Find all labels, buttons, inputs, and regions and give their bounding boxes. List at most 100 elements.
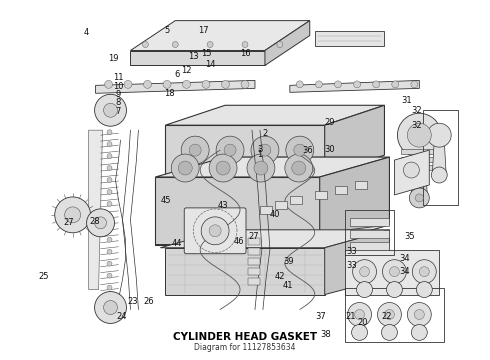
Circle shape: [107, 177, 112, 183]
Polygon shape: [155, 225, 390, 245]
Circle shape: [181, 136, 209, 164]
Circle shape: [183, 80, 191, 88]
Circle shape: [107, 213, 112, 219]
Circle shape: [254, 161, 268, 175]
Circle shape: [207, 41, 213, 48]
Circle shape: [65, 207, 81, 223]
Circle shape: [377, 302, 401, 327]
Text: 10: 10: [113, 82, 123, 91]
Bar: [248, 258, 260, 265]
Polygon shape: [319, 157, 390, 245]
Text: 39: 39: [284, 257, 294, 266]
Circle shape: [224, 144, 236, 156]
Circle shape: [355, 310, 365, 319]
Circle shape: [103, 103, 118, 117]
Circle shape: [306, 166, 314, 174]
Polygon shape: [432, 140, 446, 175]
Bar: [349, 242, 390, 250]
Circle shape: [242, 41, 248, 48]
Text: 18: 18: [164, 89, 174, 98]
Text: 43: 43: [218, 201, 228, 210]
Polygon shape: [325, 105, 385, 175]
Text: 7: 7: [116, 107, 121, 116]
Circle shape: [390, 267, 399, 276]
Polygon shape: [160, 230, 390, 248]
Circle shape: [241, 80, 249, 88]
Text: 4: 4: [84, 28, 89, 37]
Bar: [349, 218, 390, 226]
Bar: [349, 230, 390, 238]
Bar: [335, 186, 346, 194]
Text: 45: 45: [161, 196, 171, 205]
Circle shape: [107, 273, 112, 278]
Circle shape: [247, 154, 275, 182]
Bar: [290, 196, 302, 204]
Circle shape: [353, 260, 376, 284]
Circle shape: [373, 81, 380, 88]
Circle shape: [354, 81, 361, 88]
Circle shape: [104, 80, 113, 88]
Text: 26: 26: [143, 297, 154, 306]
Bar: [275, 201, 287, 209]
Circle shape: [416, 282, 432, 298]
Text: 37: 37: [315, 312, 326, 321]
Circle shape: [347, 302, 371, 327]
Text: 16: 16: [240, 49, 250, 58]
Circle shape: [259, 144, 271, 156]
Circle shape: [357, 282, 372, 298]
Text: 25: 25: [39, 272, 49, 281]
Circle shape: [172, 154, 199, 182]
Circle shape: [107, 249, 112, 254]
Polygon shape: [344, 250, 439, 294]
FancyBboxPatch shape: [184, 208, 246, 254]
Text: 33: 33: [346, 261, 357, 270]
Text: 44: 44: [172, 239, 182, 248]
Circle shape: [216, 161, 230, 175]
Text: 32: 32: [412, 121, 422, 130]
Text: 15: 15: [201, 49, 211, 58]
Text: 34: 34: [400, 255, 411, 264]
Circle shape: [416, 194, 423, 202]
Circle shape: [411, 81, 418, 88]
Polygon shape: [315, 31, 385, 45]
Polygon shape: [165, 105, 385, 125]
Circle shape: [107, 141, 112, 147]
Circle shape: [277, 41, 283, 48]
Circle shape: [392, 81, 399, 88]
Text: 27: 27: [248, 232, 259, 241]
Circle shape: [107, 154, 112, 159]
Bar: [248, 238, 260, 245]
Circle shape: [292, 161, 306, 175]
Circle shape: [107, 237, 112, 242]
Circle shape: [201, 217, 229, 245]
Text: 23: 23: [127, 297, 138, 306]
Text: 20: 20: [357, 318, 368, 327]
Circle shape: [352, 324, 368, 340]
Circle shape: [216, 136, 244, 164]
Circle shape: [107, 297, 112, 302]
Polygon shape: [394, 150, 429, 195]
Circle shape: [407, 123, 431, 147]
Text: 41: 41: [283, 281, 293, 290]
Polygon shape: [290, 80, 419, 92]
Polygon shape: [265, 21, 310, 66]
Text: 14: 14: [206, 60, 216, 69]
Text: 17: 17: [198, 26, 209, 35]
Bar: [401, 165, 437, 170]
Text: Diagram for 11127853634: Diagram for 11127853634: [194, 343, 296, 352]
Text: 29: 29: [325, 118, 335, 127]
Circle shape: [55, 197, 91, 233]
Circle shape: [124, 80, 132, 88]
Text: 42: 42: [275, 271, 285, 280]
Circle shape: [294, 144, 306, 156]
Circle shape: [403, 162, 419, 178]
Circle shape: [103, 301, 118, 315]
Text: 12: 12: [181, 66, 192, 75]
Text: 33: 33: [346, 247, 357, 256]
Text: 21: 21: [345, 312, 356, 321]
Circle shape: [189, 144, 201, 156]
Text: 1: 1: [257, 150, 262, 159]
Text: 30: 30: [324, 145, 335, 154]
Circle shape: [107, 261, 112, 266]
Circle shape: [413, 260, 436, 284]
